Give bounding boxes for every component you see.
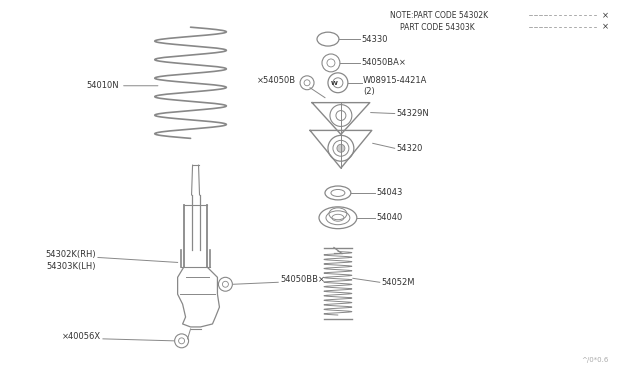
Text: (2): (2) bbox=[363, 87, 374, 96]
Text: 54043: 54043 bbox=[377, 189, 403, 198]
Text: 54040: 54040 bbox=[377, 213, 403, 222]
Text: ×54050B: ×54050B bbox=[257, 76, 296, 85]
Text: 54329N: 54329N bbox=[397, 109, 429, 118]
Circle shape bbox=[337, 144, 345, 152]
Text: W: W bbox=[330, 81, 337, 86]
Text: 54010N: 54010N bbox=[86, 81, 119, 90]
Text: PART CODE 54303K: PART CODE 54303K bbox=[399, 23, 474, 32]
Text: 54052M: 54052M bbox=[381, 278, 415, 287]
Text: ×: × bbox=[602, 11, 609, 20]
Text: ×: × bbox=[602, 23, 609, 32]
Text: 54050BB×: 54050BB× bbox=[280, 275, 325, 284]
Text: ×40056X: ×40056X bbox=[62, 332, 101, 341]
Text: 54050BA×: 54050BA× bbox=[362, 58, 406, 67]
Text: 54303K(LH): 54303K(LH) bbox=[47, 262, 96, 271]
Text: 54302K(RH): 54302K(RH) bbox=[45, 250, 96, 259]
Text: ^/0*0.6: ^/0*0.6 bbox=[581, 357, 609, 363]
Text: 54320: 54320 bbox=[397, 144, 423, 153]
Text: NOTE:PART CODE 54302K: NOTE:PART CODE 54302K bbox=[390, 11, 488, 20]
Text: W08915-4421A: W08915-4421A bbox=[363, 76, 427, 85]
Text: 54330: 54330 bbox=[362, 35, 388, 44]
